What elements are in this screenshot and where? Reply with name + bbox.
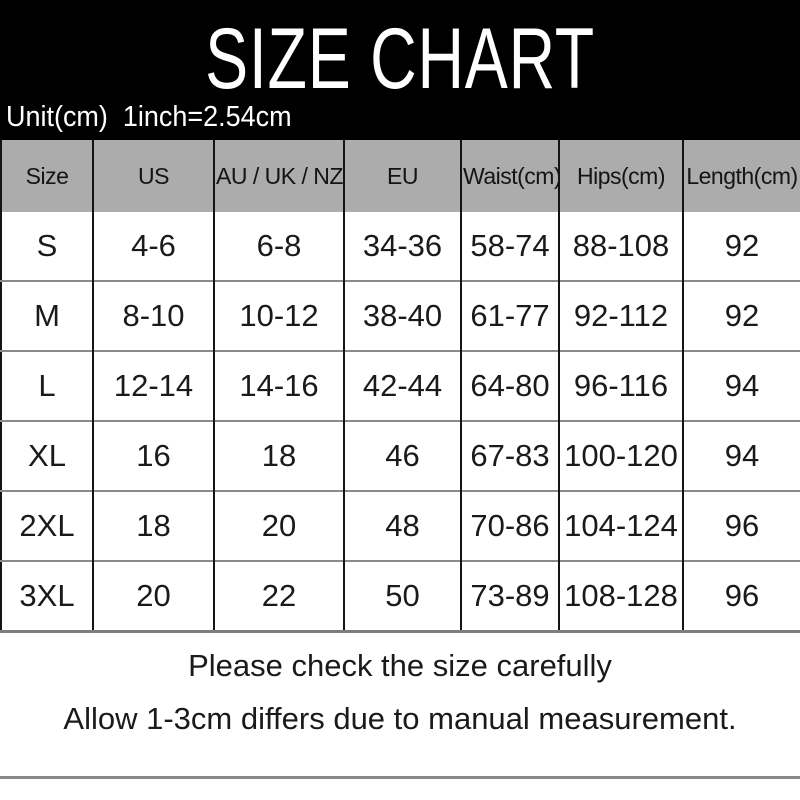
cell-waist: 67-83 bbox=[460, 420, 559, 491]
cell-eu: 34-36 bbox=[343, 212, 461, 281]
column-header-au-uk-nz: AU / UK / NZ bbox=[213, 140, 344, 212]
cell-eu: 38-40 bbox=[343, 280, 461, 351]
cell-size: L bbox=[1, 350, 93, 421]
cell-au-uk-nz: 6-8 bbox=[213, 212, 344, 281]
cell-au-uk-nz: 18 bbox=[213, 420, 344, 491]
column-header-hips: Hips(cm) bbox=[558, 140, 683, 212]
table-row-2xl: 2XL 18 20 48 70-86 104-124 96 bbox=[1, 490, 800, 561]
table-row-xl: XL 16 18 46 67-83 100-120 94 bbox=[1, 420, 800, 491]
column-header-length: Length(cm) bbox=[682, 140, 800, 212]
cell-size: 2XL bbox=[1, 490, 93, 561]
cell-eu: 50 bbox=[343, 560, 461, 632]
cell-hips: 108-128 bbox=[558, 560, 683, 632]
column-header-waist: Waist(cm) bbox=[460, 140, 559, 212]
size-chart-table: Size US AU / UK / NZ EU Waist(cm) Hips(c… bbox=[0, 140, 800, 633]
cell-us: 16 bbox=[92, 420, 214, 491]
cell-eu: 46 bbox=[343, 420, 461, 491]
cell-size: S bbox=[1, 212, 93, 281]
cell-waist: 61-77 bbox=[460, 280, 559, 351]
column-header-us: US bbox=[92, 140, 214, 212]
cell-us: 12-14 bbox=[92, 350, 214, 421]
cell-us: 8-10 bbox=[92, 280, 214, 351]
cell-waist: 73-89 bbox=[460, 560, 559, 632]
cell-waist: 58-74 bbox=[460, 212, 559, 281]
cell-us: 4-6 bbox=[92, 212, 214, 281]
cell-length: 92 bbox=[682, 280, 800, 351]
table-row-3xl: 3XL 20 22 50 73-89 108-128 96 bbox=[1, 560, 800, 632]
bottom-divider bbox=[0, 776, 800, 779]
cell-us: 18 bbox=[92, 490, 214, 561]
table-row-m: M 8-10 10-12 38-40 61-77 92-112 92 bbox=[1, 280, 800, 351]
cell-us: 20 bbox=[92, 560, 214, 632]
cell-hips: 100-120 bbox=[558, 420, 683, 491]
cell-length: 96 bbox=[682, 560, 800, 632]
cell-length: 94 bbox=[682, 350, 800, 421]
cell-eu: 48 bbox=[343, 490, 461, 561]
cell-waist: 70-86 bbox=[460, 490, 559, 561]
cell-au-uk-nz: 14-16 bbox=[213, 350, 344, 421]
column-header-size: Size bbox=[1, 140, 93, 212]
header-row: Size US AU / UK / NZ EU Waist(cm) Hips(c… bbox=[1, 140, 800, 212]
cell-length: 92 bbox=[682, 212, 800, 281]
cell-au-uk-nz: 20 bbox=[213, 490, 344, 561]
page-title: SIZE CHART bbox=[205, 11, 595, 107]
footer-note-check-size: Please check the size carefully bbox=[188, 647, 612, 683]
unit-note: Unit(cm) 1inch=2.54cm bbox=[6, 101, 292, 134]
table-row-s: S 4-6 6-8 34-36 58-74 88-108 92 bbox=[1, 212, 800, 281]
footer-note-measurement-tolerance: Allow 1-3cm differs due to manual measur… bbox=[63, 701, 737, 736]
cell-hips: 96-116 bbox=[558, 350, 683, 421]
cell-hips: 92-112 bbox=[558, 280, 683, 351]
banner: SIZE CHART Unit(cm) 1inch=2.54cm bbox=[0, 0, 800, 140]
cell-waist: 64-80 bbox=[460, 350, 559, 421]
cell-size: XL bbox=[1, 420, 93, 491]
cell-size: 3XL bbox=[1, 560, 93, 632]
cell-hips: 104-124 bbox=[558, 490, 683, 561]
cell-au-uk-nz: 10-12 bbox=[213, 280, 344, 351]
cell-eu: 42-44 bbox=[343, 350, 461, 421]
cell-length: 96 bbox=[682, 490, 800, 561]
footer-notes: Please check the size carefully Allow 1-… bbox=[0, 609, 800, 776]
cell-hips: 88-108 bbox=[558, 212, 683, 281]
table-row-l: L 12-14 14-16 42-44 64-80 96-116 94 bbox=[1, 350, 800, 421]
cell-size: M bbox=[1, 280, 93, 351]
cell-length: 94 bbox=[682, 420, 800, 491]
column-header-eu: EU bbox=[343, 140, 461, 212]
cell-au-uk-nz: 22 bbox=[213, 560, 344, 632]
